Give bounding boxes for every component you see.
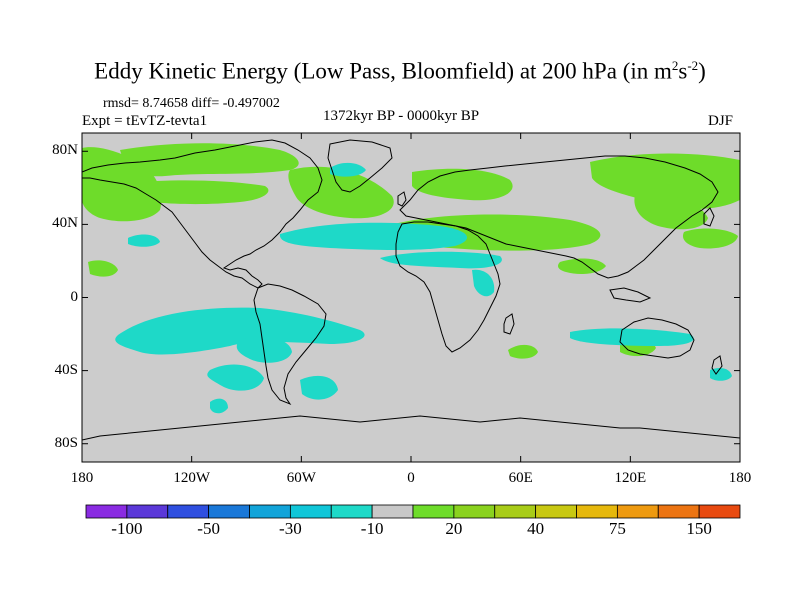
axis-ticks xyxy=(81,133,741,462)
coastline-north-america xyxy=(82,139,323,289)
colorbar-swatch xyxy=(657,504,700,519)
coastlines xyxy=(82,139,740,441)
negative-anomaly-regions xyxy=(115,162,732,414)
colorbar-swatch xyxy=(453,504,496,519)
lat-tick-label: 40S xyxy=(54,361,78,378)
colorbar xyxy=(85,504,741,519)
colorbar-swatch xyxy=(85,504,128,519)
colorbar-swatch xyxy=(371,504,414,519)
colorbar-swatch xyxy=(167,504,210,519)
coastline-japan xyxy=(703,207,715,227)
coastline-uk xyxy=(397,191,407,207)
lon-tick-label: 120W xyxy=(173,470,210,486)
anomaly-region-eurasia-north xyxy=(412,168,513,201)
anomaly-region-east-pacific xyxy=(88,260,118,277)
colorbar-swatch xyxy=(494,504,537,519)
colorbar-label: -100 xyxy=(111,519,143,538)
anomaly-region-north-pacific-arc xyxy=(120,143,299,177)
anomaly-region-siberia xyxy=(590,153,740,209)
anomaly-region-south-atlantic-east xyxy=(210,398,228,414)
colorbar-label: 40 xyxy=(527,519,545,538)
anomaly-region-pacific-jet xyxy=(128,234,160,247)
colorbar-swatch xyxy=(289,504,332,519)
colorbar-swatch xyxy=(535,504,577,519)
anomaly-region-indian-ocean-south xyxy=(570,328,694,346)
colorbar-swatch xyxy=(126,504,169,519)
anomaly-region-australia-south xyxy=(710,368,732,381)
anomaly-region-north-africa xyxy=(380,251,502,269)
colorbar-label: 20 xyxy=(445,519,463,538)
anomaly-region-north-pacific-south xyxy=(116,180,269,205)
lon-tick-label: 0 xyxy=(407,470,415,486)
anomaly-region-north-east-pacific xyxy=(682,228,738,249)
lon-tick-label: 60W xyxy=(286,470,316,486)
lat-tick-label: 80S xyxy=(54,434,78,451)
experiment-label: Expt = tEvTZ-tevta1 xyxy=(82,113,208,129)
lon-tick-label: 180 xyxy=(70,470,94,486)
colorbar-swatch xyxy=(208,504,250,519)
colorbar-label: -10 xyxy=(360,519,384,538)
anomaly-region-south-asia xyxy=(558,258,606,274)
anomaly-region-southern-ocean xyxy=(207,364,264,391)
colorbar-swatch xyxy=(412,504,455,519)
colorbar-swatch xyxy=(616,504,659,519)
colorbar-swatch xyxy=(576,504,618,519)
anomaly-region-east-africa xyxy=(472,269,495,297)
anomaly-region-arctic xyxy=(330,162,366,177)
colorbar-swatch xyxy=(330,504,373,519)
lat-tick-label: 40N xyxy=(52,215,78,232)
plot-title: Eddy Kinetic Energy (Low Pass, Bloomfiel… xyxy=(94,58,706,84)
coastline-madagascar xyxy=(503,313,515,335)
lon-tick-label: 60E xyxy=(508,470,533,486)
period-label: 1372kyr BP - 0000kyr BP xyxy=(323,108,480,124)
colorbar-label: -30 xyxy=(279,519,302,538)
coastline-south-america xyxy=(253,283,327,406)
anomaly-region-west-pacific xyxy=(634,193,708,230)
season-label: DJF xyxy=(708,113,734,129)
lon-tick-label: 120E xyxy=(614,470,647,486)
coastline-antarctica xyxy=(82,415,740,441)
lat-tick-label: 0 xyxy=(70,288,79,305)
lat-tick-label: 80N xyxy=(52,142,78,159)
coastline-africa xyxy=(395,221,501,353)
colorbar-label: 75 xyxy=(608,519,626,538)
anomaly-region-south-atlantic xyxy=(300,375,338,400)
stats-label: rmsd= 8.74658 diff= -0.497002 xyxy=(103,96,280,111)
lon-tick-label: 180 xyxy=(728,470,752,486)
coastline-australia xyxy=(619,317,695,359)
coastline-greenland xyxy=(327,139,393,193)
anomaly-region-atlantic-jet xyxy=(279,222,467,250)
anomaly-region-south-pacific-central xyxy=(236,337,292,363)
coastline-new-zealand xyxy=(711,355,723,375)
coastline-indonesia xyxy=(609,287,652,303)
colorbar-swatch xyxy=(249,504,291,519)
anomaly-region-south-pacific xyxy=(115,307,365,355)
coastline-eurasia xyxy=(399,155,719,279)
map-plot-area xyxy=(82,133,740,462)
colorbar-label: 150 xyxy=(686,519,712,538)
anomaly-region-indian-ocean xyxy=(508,344,538,359)
colorbar-swatch xyxy=(698,504,741,519)
colorbar-label: -50 xyxy=(197,519,220,538)
